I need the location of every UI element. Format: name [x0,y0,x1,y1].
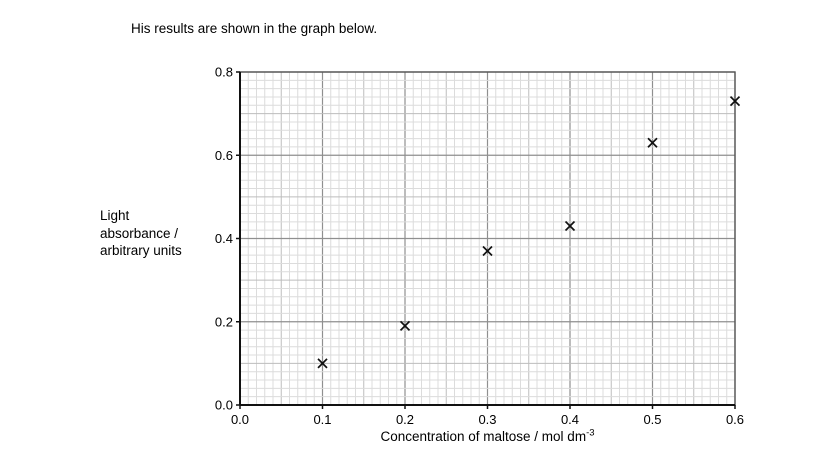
svg-text:0.3: 0.3 [478,412,496,427]
y-axis-title: Light absorbance / arbitrary units [100,207,182,260]
svg-text:0.1: 0.1 [313,412,331,427]
x-axis-title: Concentration of maltose / mol dm-3 [240,427,735,444]
svg-text:0.6: 0.6 [726,412,744,427]
svg-text:0.2: 0.2 [215,314,233,329]
scatter-plot-canvas: 0.0 0.1 0.2 0.3 0.4 0.5 0.6 0.0 0.2 0.4 0.6 0.8 [215,65,744,428]
svg-text:0.0: 0.0 [231,412,249,427]
svg-text:0.6: 0.6 [215,148,233,163]
svg-text:0.5: 0.5 [643,412,661,427]
svg-text:0.8: 0.8 [215,66,233,80]
svg-text:0.4: 0.4 [561,412,579,427]
y-axis-title-line: Light [100,208,130,223]
y-axis-title-line: absorbance / [100,225,179,241]
svg-text:0.0: 0.0 [215,398,233,413]
y-axis-title-line: arbitrary units [100,243,182,259]
x-axis-title-superscript: -3 [586,427,595,439]
x-axis-title-text: Concentration of maltose / mol dm [380,429,587,444]
svg-text:0.4: 0.4 [215,231,233,246]
scatter-plot: 0.0 0.1 0.2 0.3 0.4 0.5 0.6 0.0 0.2 0.4 0.6 0.8 [200,65,745,437]
svg-text:0.2: 0.2 [396,412,414,427]
intro-text: His results are shown in the graph below… [131,21,378,36]
